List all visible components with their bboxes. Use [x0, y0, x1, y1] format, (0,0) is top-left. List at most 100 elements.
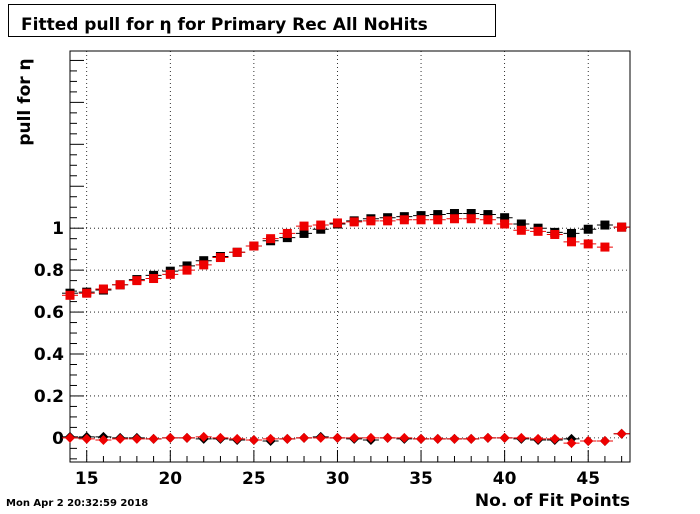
- x-tick-label: 25: [242, 469, 266, 489]
- data-point-diamond: [215, 432, 226, 443]
- data-point-diamond: [399, 432, 410, 443]
- data-point-square: [82, 288, 92, 298]
- data-point-square: [132, 276, 142, 286]
- data-point-square: [533, 226, 543, 236]
- x-tick-label: 15: [75, 469, 99, 489]
- data-point-square: [215, 253, 225, 263]
- data-point-diamond: [416, 433, 427, 444]
- data-point-square: [516, 225, 526, 235]
- data-point-square: [449, 209, 459, 219]
- data-point-square: [98, 284, 108, 294]
- data-point-square: [65, 290, 75, 300]
- data-point-square: [399, 215, 409, 225]
- y-tick-label: 1: [52, 219, 64, 239]
- chart-title-box: Fitted pull for η for Primary Rec All No…: [8, 4, 496, 37]
- data-point-diamond: [365, 432, 376, 443]
- data-point-diamond: [248, 434, 259, 445]
- data-point-diamond: [232, 433, 243, 444]
- data-point-square: [299, 228, 309, 238]
- data-point-diamond: [616, 428, 627, 439]
- data-point-square: [617, 222, 627, 232]
- grid-lines: [70, 51, 630, 462]
- y-tick-label: 0.8: [34, 261, 64, 281]
- data-point-diamond: [466, 433, 477, 444]
- data-point-square: [416, 215, 426, 225]
- data-point-square: [249, 241, 259, 251]
- data-point-diamond: [432, 433, 443, 444]
- x-tick-label: 45: [576, 469, 600, 489]
- data-point-square: [232, 247, 242, 257]
- data-point-square: [566, 228, 576, 238]
- data-point-square: [199, 260, 209, 270]
- x-tick-label: 35: [409, 469, 433, 489]
- data-point-square: [500, 219, 510, 229]
- data-point-square: [115, 280, 125, 290]
- data-point-square: [550, 229, 560, 239]
- data-point-square: [366, 216, 376, 226]
- data-point-diamond: [131, 433, 142, 444]
- data-point-diamond: [382, 432, 393, 443]
- data-point-diamond: [282, 433, 293, 444]
- data-point-square: [282, 228, 292, 238]
- data-point-square: [299, 221, 309, 231]
- data-point-diamond: [198, 431, 209, 442]
- y-tick-label: 0: [52, 429, 64, 449]
- data-point-diamond: [332, 432, 343, 443]
- data-point-square: [449, 214, 459, 224]
- y-tick-label: 0.4: [34, 345, 64, 365]
- y-tick-label: 0.6: [34, 303, 64, 323]
- data-point-square: [433, 210, 443, 220]
- data-point-square: [165, 269, 175, 279]
- data-point-diamond: [516, 432, 527, 443]
- data-marks: [62, 209, 630, 449]
- data-point-square: [466, 214, 476, 224]
- data-point-square: [583, 224, 593, 234]
- x-tick-label: 30: [326, 469, 350, 489]
- data-point-square: [466, 209, 476, 219]
- data-point-diamond: [449, 433, 460, 444]
- data-point-diamond: [499, 432, 510, 443]
- y-tick-label: 0.2: [34, 387, 64, 407]
- axes: 15 20 25 30 35 40 45 0 0.2 0.4 0.6 0.8 1: [34, 59, 623, 489]
- data-point-square: [349, 217, 359, 227]
- data-point-square: [500, 213, 510, 223]
- data-point-square: [483, 210, 493, 220]
- data-point-diamond: [115, 433, 126, 444]
- data-point-square: [182, 265, 192, 275]
- data-point-diamond: [299, 432, 310, 443]
- x-tick-label: 20: [158, 469, 182, 489]
- data-point-square: [483, 215, 493, 225]
- data-point-square: [383, 216, 393, 226]
- data-point-square: [566, 237, 576, 247]
- data-point-diamond: [583, 436, 594, 447]
- data-point-diamond: [182, 432, 193, 443]
- data-point-diamond: [482, 432, 493, 443]
- data-point-square: [266, 234, 276, 244]
- data-point-square: [332, 218, 342, 228]
- data-point-diamond: [148, 433, 159, 444]
- x-tick-label: 40: [493, 469, 517, 489]
- data-point-square: [600, 220, 610, 230]
- data-point-diamond: [599, 436, 610, 447]
- x-axis-label: No. of Fit Points: [474, 491, 630, 511]
- plot-frame: [69, 50, 631, 463]
- data-point-diamond: [98, 434, 109, 445]
- data-point-diamond: [549, 433, 560, 444]
- data-point-diamond: [315, 432, 326, 443]
- data-point-diamond: [265, 433, 276, 444]
- data-point-square: [600, 242, 610, 252]
- data-point-diamond: [65, 432, 75, 443]
- data-point-square: [149, 274, 159, 284]
- data-point-square: [583, 239, 593, 249]
- data-point-square: [516, 219, 526, 229]
- data-point-diamond: [81, 433, 92, 444]
- chart-title: Fitted pull for η for Primary Rec All No…: [21, 15, 428, 35]
- data-point-square: [433, 215, 443, 225]
- data-point-diamond: [349, 432, 360, 443]
- timestamp: Mon Apr 2 20:32:59 2018: [6, 498, 149, 509]
- data-point-diamond: [533, 433, 544, 444]
- data-point-diamond: [566, 438, 577, 449]
- data-point-square: [316, 220, 326, 230]
- y-axis-label: pull for η: [15, 58, 35, 146]
